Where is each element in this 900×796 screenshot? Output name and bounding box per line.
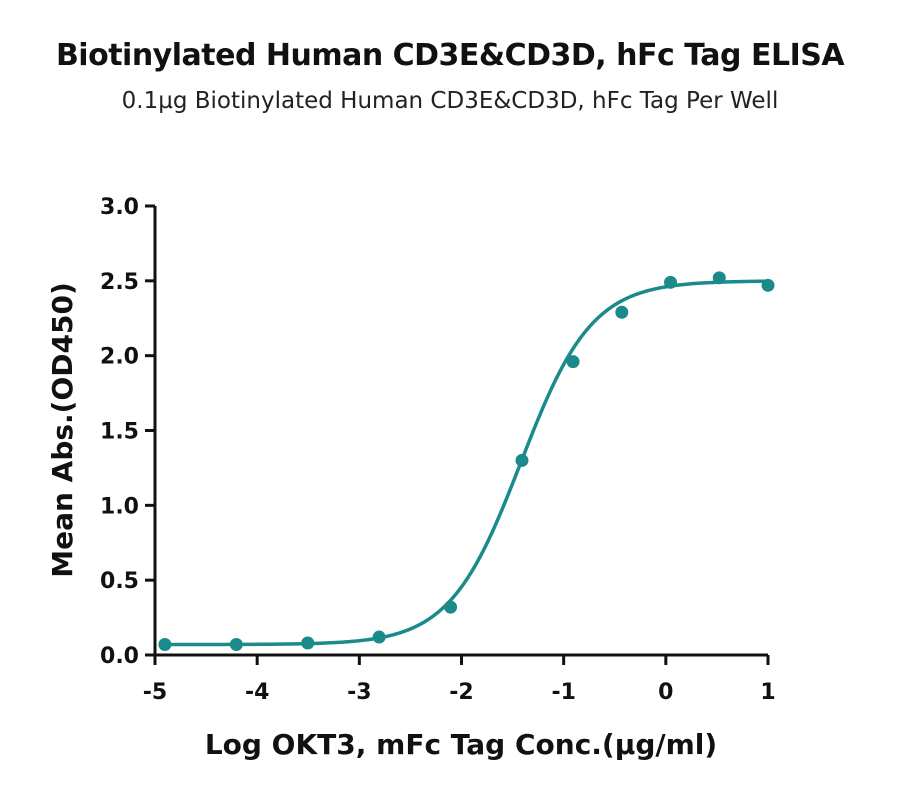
y-tick-label: 0.5 [100, 569, 139, 594]
data-point [158, 638, 172, 652]
data-points [158, 271, 775, 652]
y-tick-label: 2.5 [100, 270, 139, 295]
y-tick-label: 1.5 [100, 420, 139, 445]
x-tick-label: -2 [449, 680, 473, 705]
x-axis-title: Log OKT3, mFc Tag Conc.(µg/ml) [205, 728, 717, 761]
x-axis-ticks: -5 -4 -3 -2 -1 0 1 [143, 655, 776, 705]
data-point [372, 630, 386, 644]
y-axis-ticks: 0.0 0.5 1.0 1.5 2.0 2.5 3.0 [100, 195, 155, 669]
x-tick-label: -3 [347, 680, 371, 705]
x-tick-label: 0 [658, 680, 673, 705]
y-axis-title: Mean Abs.(OD450) [46, 282, 79, 578]
data-point [761, 278, 775, 292]
chart-title: Biotinylated Human CD3E&CD3D, hFc Tag EL… [55, 38, 845, 73]
data-point [229, 638, 243, 652]
x-tick-label: -5 [143, 680, 167, 705]
fit-curve-line [164, 279, 769, 647]
data-point [301, 636, 315, 650]
data-point [444, 600, 458, 614]
data-point [712, 271, 726, 285]
y-tick-label: 1.0 [100, 494, 139, 519]
data-point [664, 275, 678, 289]
data-point [515, 453, 529, 467]
x-tick-label: 1 [760, 680, 775, 705]
x-tick-label: -1 [551, 680, 575, 705]
y-tick-label: 2.0 [100, 345, 139, 370]
y-tick-label: 3.0 [100, 195, 139, 220]
chart-subtitle: 0.1µg Biotinylated Human CD3E&CD3D, hFc … [121, 88, 779, 114]
y-tick-label: 0.0 [100, 644, 139, 669]
data-point [566, 355, 580, 369]
data-point [615, 305, 629, 319]
x-tick-label: -4 [245, 680, 269, 705]
